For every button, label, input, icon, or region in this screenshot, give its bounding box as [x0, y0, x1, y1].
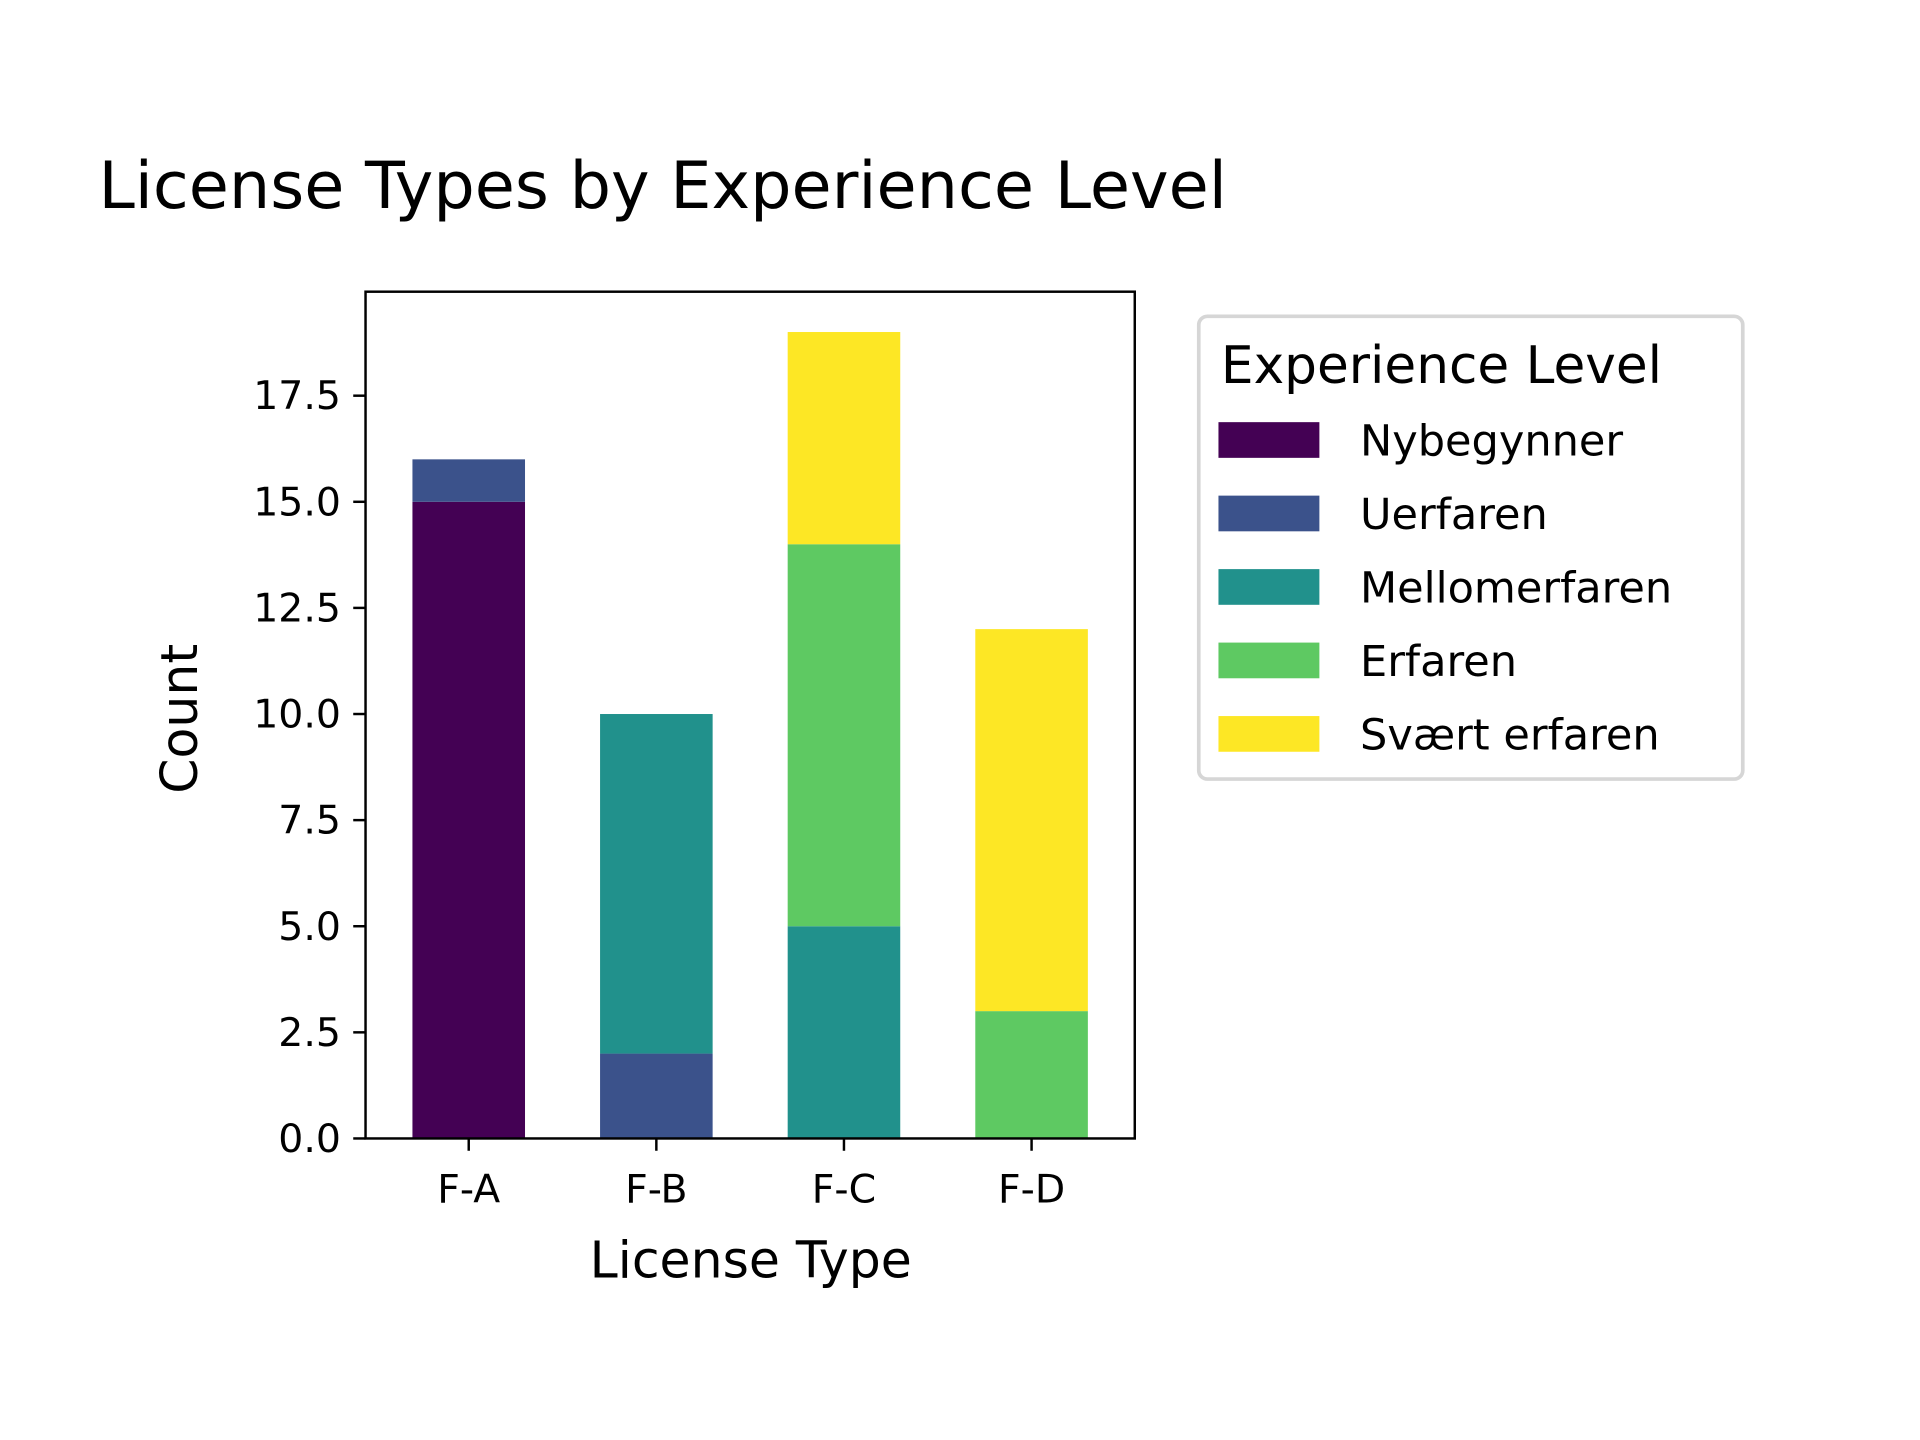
bars-group	[412, 332, 1088, 1139]
x-axis-ticks: F-A F-B F-C F-D	[437, 1138, 1065, 1212]
legend-label: Svært erfaren	[1360, 710, 1660, 760]
bar-segment-F-C-svært-erfaren	[787, 332, 901, 545]
x-tick-label: F-C	[812, 1166, 876, 1212]
legend-label: Mellomerfaren	[1360, 563, 1672, 613]
bar-segment-F-D-erfaren	[975, 1011, 1088, 1139]
bar-segment-F-A-uerfaren	[412, 459, 526, 502]
y-tick-label: 10.0	[253, 692, 341, 738]
x-tick-label: F-D	[998, 1166, 1065, 1212]
chart-title: License Types by Experience Level	[98, 148, 1226, 224]
legend-swatch	[1218, 642, 1320, 679]
legend-label: Erfaren	[1360, 637, 1517, 687]
legend-items: Nybegynner Uerfaren Mellomerfaren Erfaren Sv…	[1218, 416, 1672, 760]
y-tick-label: 7.5	[278, 798, 341, 844]
y-axis-ticks: 0.0 2.5 5.0 7.5 10.0 12.5 15.0 17.5	[253, 373, 366, 1162]
y-tick-label: 5.0	[278, 904, 341, 950]
legend-swatch	[1218, 716, 1320, 752]
bar-segment-F-C-mellomerfaren	[787, 926, 901, 1139]
bar-segment-F-D-svært-erfaren	[975, 629, 1088, 1012]
y-tick-label: 15.0	[253, 479, 341, 525]
y-tick-label: 17.5	[253, 373, 341, 419]
y-axis-label: Count	[150, 644, 209, 794]
legend-title: Experience Level	[1221, 336, 1662, 396]
legend-swatch	[1218, 495, 1320, 532]
y-tick-label: 2.5	[278, 1010, 341, 1056]
legend-frame	[1196, 314, 1745, 781]
x-tick-label: F-B	[625, 1166, 687, 1212]
bar-segment-F-B-uerfaren	[600, 1053, 713, 1139]
legend-label: Uerfaren	[1360, 490, 1548, 540]
legend-label: Nybegynner	[1360, 416, 1623, 466]
bar-segment-F-B-mellomerfaren	[600, 714, 713, 1054]
legend-swatch	[1218, 569, 1320, 605]
bar-segment-F-A-nybegynner	[412, 501, 526, 1139]
bar-segment-F-C-erfaren	[787, 544, 901, 927]
legend: Experience Level Nybegynner Uerfaren Mello…	[1196, 314, 1745, 781]
x-axis-label: License Type	[590, 1231, 912, 1290]
y-tick-label: 0.0	[278, 1116, 341, 1162]
x-tick-label: F-A	[437, 1166, 500, 1212]
legend-swatch	[1218, 422, 1320, 458]
y-tick-label: 12.5	[253, 585, 341, 631]
